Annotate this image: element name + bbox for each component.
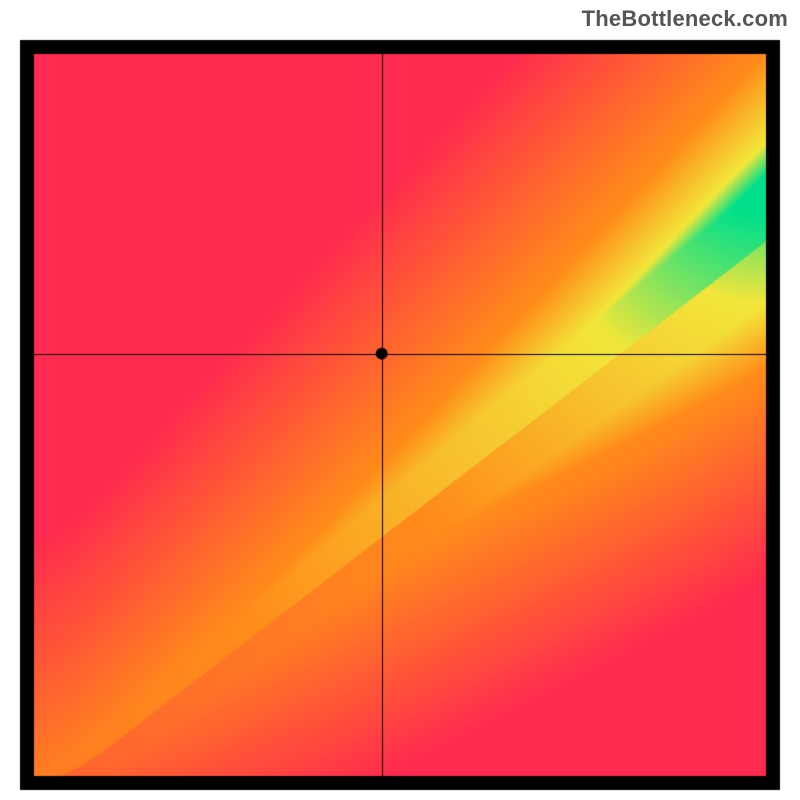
chart-container: TheBottleneck.com <box>0 0 800 800</box>
heatmap-canvas <box>0 0 800 800</box>
watermark-text: TheBottleneck.com <box>582 6 788 32</box>
